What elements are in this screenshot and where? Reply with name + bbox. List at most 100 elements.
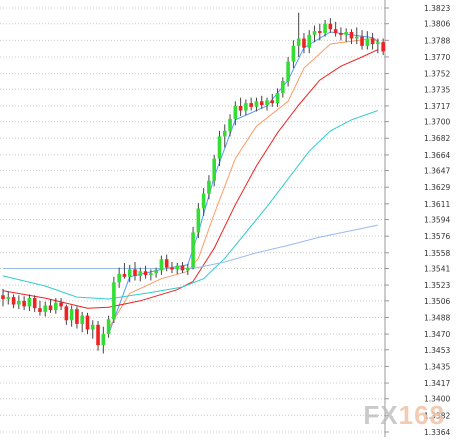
candle-body bbox=[17, 300, 21, 305]
y-tick-label: 1.3611 bbox=[424, 200, 450, 209]
candle-body bbox=[254, 101, 259, 107]
y-tick-label: 1.3823 bbox=[424, 4, 450, 13]
candle-body bbox=[222, 130, 227, 137]
candle-body bbox=[80, 315, 84, 324]
candle bbox=[127, 264, 132, 283]
candle bbox=[175, 262, 180, 275]
y-tick-label: 1.3717 bbox=[424, 102, 450, 111]
candle-body bbox=[270, 100, 275, 104]
candle bbox=[48, 298, 53, 313]
y-tick-label: 1.3417 bbox=[424, 379, 450, 388]
candle bbox=[360, 30, 364, 50]
candle bbox=[244, 99, 248, 116]
candle bbox=[159, 255, 164, 275]
candle bbox=[370, 32, 375, 50]
candle-body bbox=[90, 324, 95, 330]
y-tick-label: 1.3558 bbox=[424, 249, 450, 258]
candle bbox=[75, 306, 79, 329]
candle bbox=[296, 12, 301, 57]
candle-body bbox=[217, 136, 222, 159]
y-tick-labels: 1.3823 1.3806 1.3788 1.3770 1.3752 1.3735 1.37… bbox=[424, 4, 450, 437]
candle bbox=[22, 296, 26, 311]
candle-body bbox=[296, 38, 301, 46]
candle bbox=[96, 321, 100, 351]
candle-body bbox=[149, 273, 153, 275]
candle-body bbox=[323, 23, 327, 33]
candle-body bbox=[38, 308, 42, 312]
watermark-fx: FX bbox=[363, 400, 399, 430]
candle bbox=[11, 294, 16, 309]
candle bbox=[85, 312, 90, 335]
candle bbox=[286, 56, 290, 87]
candle bbox=[212, 154, 216, 187]
candle-body bbox=[133, 269, 137, 276]
candle-body bbox=[196, 208, 201, 233]
candle-body bbox=[291, 45, 296, 62]
candle-body bbox=[228, 118, 232, 131]
candle-body bbox=[376, 42, 380, 45]
fx168-watermark: FX168 bbox=[363, 400, 445, 431]
y-tick-label: 1.3364 bbox=[424, 428, 450, 437]
candle-body bbox=[164, 259, 169, 268]
candles bbox=[1, 12, 385, 354]
candle bbox=[339, 27, 343, 41]
candle-body bbox=[381, 42, 385, 52]
candle bbox=[133, 262, 137, 281]
candle-body bbox=[154, 270, 158, 274]
y-tick-label: 1.3523 bbox=[424, 281, 450, 290]
candle-body bbox=[281, 80, 285, 93]
candle bbox=[106, 315, 111, 338]
candle bbox=[318, 23, 322, 41]
candle-body bbox=[318, 31, 322, 33]
candle bbox=[344, 28, 348, 43]
candle bbox=[265, 97, 269, 111]
candle-body bbox=[286, 61, 290, 81]
candle-body bbox=[365, 38, 370, 46]
candle-body bbox=[112, 282, 116, 320]
y-tick-label: 1.3647 bbox=[424, 167, 450, 176]
candle bbox=[186, 263, 190, 275]
candle-body bbox=[122, 274, 127, 277]
candle bbox=[117, 267, 121, 288]
candle bbox=[222, 124, 227, 148]
moving-average-line-5 bbox=[3, 224, 379, 269]
y-tick-label: 1.3382 bbox=[424, 411, 450, 420]
candle-body bbox=[75, 309, 79, 324]
candle-body bbox=[354, 36, 359, 39]
candle-body bbox=[69, 309, 74, 321]
candle-body bbox=[207, 180, 211, 194]
y-tick-label: 1.3453 bbox=[424, 346, 450, 355]
candle bbox=[38, 300, 42, 316]
y-tick-label: 1.3735 bbox=[424, 85, 450, 94]
candle-body bbox=[175, 265, 180, 270]
candle bbox=[270, 93, 275, 107]
candle bbox=[180, 262, 185, 274]
candle bbox=[90, 320, 95, 339]
candle bbox=[365, 31, 370, 50]
candle-body bbox=[186, 267, 190, 271]
y-tick-label: 1.3806 bbox=[424, 20, 450, 29]
candle bbox=[27, 294, 32, 311]
y-tick-label: 1.3682 bbox=[424, 134, 450, 143]
candle bbox=[259, 95, 264, 109]
candle bbox=[170, 262, 174, 274]
y-tick-label: 1.3770 bbox=[424, 53, 450, 62]
candle-body bbox=[59, 302, 63, 307]
candle-body bbox=[259, 101, 264, 105]
candle bbox=[254, 97, 259, 112]
candle bbox=[64, 304, 69, 325]
candle bbox=[43, 301, 48, 317]
candle bbox=[275, 88, 280, 107]
candle-body bbox=[138, 271, 143, 276]
y-tick-label: 1.3488 bbox=[424, 313, 450, 322]
candle-body bbox=[238, 105, 243, 111]
candle-body bbox=[1, 295, 5, 299]
candle-body bbox=[54, 302, 58, 311]
candle-body bbox=[344, 32, 348, 35]
candle bbox=[249, 97, 253, 111]
candle bbox=[349, 29, 354, 45]
candle-body bbox=[170, 267, 174, 270]
